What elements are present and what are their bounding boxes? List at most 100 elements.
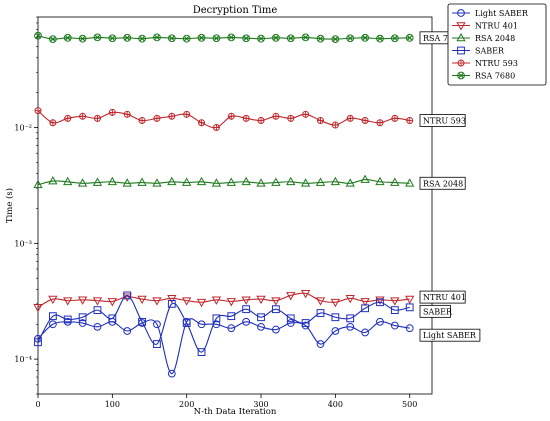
data-point-ntru-593: [257, 116, 265, 124]
annotation-ntru-593: NTRU 593: [419, 114, 466, 127]
data-point-rsa-7680-ring: [271, 33, 280, 42]
data-point-ntru-401: [286, 292, 296, 301]
data-point-light-saber: [286, 319, 295, 327]
series-line-rsa-7680: [37, 35, 410, 40]
data-point-ntru-401: [300, 290, 311, 299]
data-point-rsa-2048: [315, 177, 326, 186]
chart-title: Decryption Time: [193, 5, 278, 16]
data-point-saber: [286, 314, 295, 323]
annotation-box: [419, 176, 466, 190]
data-point-ntru-401: [315, 297, 326, 306]
legend-item-ntru-593: NTRU 593: [452, 59, 518, 68]
data-point-ntru-593: [227, 112, 235, 120]
data-point-ntru-593: [287, 114, 295, 122]
data-point-saber: [197, 348, 206, 357]
data-point-rsa-7680: [376, 34, 384, 43]
data-point-saber: [182, 319, 191, 327]
legend: Light SABER NTRU 401 RSA 2048 SABER NTRU 593…: [447, 3, 547, 86]
data-point-rsa-7680-ring: [301, 33, 310, 42]
data-point-saber: [34, 338, 42, 347]
data-point-ntru-401: [360, 298, 370, 307]
end-annotations: RSA 7680 NTRU 593 RSA 2048 NTRU 401 SABER Lig…: [419, 31, 481, 342]
data-point-ntru-401: [77, 296, 88, 305]
data-point-rsa-7680: [108, 34, 117, 43]
data-point-ntru-593: [331, 121, 339, 129]
data-point-saber: [301, 319, 310, 327]
data-point-saber: [153, 340, 161, 348]
data-point-rsa-7680: [242, 34, 251, 43]
data-point-ntru-593: [64, 114, 72, 122]
data-point-rsa-7680: [138, 34, 146, 43]
legend-marker-ring: [457, 71, 465, 80]
data-point-rsa-7680-b: [94, 34, 101, 41]
data-point-ntru-401: [405, 295, 415, 305]
annotation-label: SABER: [423, 307, 453, 316]
data-point-ntru-401: [92, 297, 103, 306]
data-point-rsa-7680: [405, 33, 414, 42]
annotation-box: [419, 304, 451, 318]
data-point-ntru-401: [345, 295, 355, 304]
annotation-saber: SABER: [419, 304, 453, 318]
data-point-ntru-401: [196, 298, 207, 308]
legend-marker: [457, 9, 465, 17]
data-point-rsa-7680: [361, 33, 369, 42]
data-point-rsa-2048: [152, 178, 162, 187]
data-point-rsa-7680: [286, 34, 295, 43]
data-point-rsa-7680: [301, 33, 310, 42]
data-point-ntru-593: [376, 119, 384, 127]
data-point-saber: [376, 298, 384, 307]
data-point-rsa-2048: [48, 176, 58, 185]
y-tick-label: 10⁻³: [14, 239, 32, 248]
data-point-light-saber: [123, 327, 132, 335]
data-point-rsa-7680-ring: [286, 34, 295, 43]
data-point-ntru-401: [211, 296, 222, 305]
data-point-rsa-7680-ring: [93, 33, 102, 42]
data-point-rsa-2048: [63, 176, 73, 186]
data-point-rsa-7680-ring: [34, 31, 42, 40]
data-point-rsa-2048: [182, 177, 192, 186]
data-point-rsa-7680-b: [154, 34, 160, 41]
data-point-saber: [63, 315, 72, 324]
legend-label: Light SABER: [475, 9, 529, 18]
data-point-light-saber: [316, 340, 325, 348]
data-point-light-saber: [78, 319, 87, 327]
data-point-ntru-401: [241, 296, 251, 305]
data-point-saber: [93, 306, 102, 315]
data-point-rsa-7680: [123, 33, 132, 42]
data-point-ntru-401: [226, 298, 236, 307]
data-point-rsa-7680-ring: [197, 33, 206, 42]
series-line-ntru-401: [37, 292, 410, 308]
legend-label: RSA 2048: [475, 34, 515, 43]
data-point-rsa-7680-b: [302, 34, 309, 41]
data-point-rsa-2048: [375, 176, 385, 186]
data-point-rsa-2048: [211, 178, 222, 187]
data-point-rsa-2048: [167, 176, 177, 186]
data-point-ntru-593: [108, 108, 116, 116]
legend-marker: [456, 22, 466, 31]
data-point-ntru-593: [361, 116, 369, 124]
series-rsa-2048: [33, 174, 415, 189]
data-point-rsa-7680-b: [109, 35, 116, 42]
data-point-rsa-7680-b: [183, 35, 190, 42]
data-point-ntru-401: [63, 297, 73, 306]
data-point-rsa-7680-b: [139, 35, 145, 42]
data-point-rsa-2048: [271, 177, 281, 186]
data-point-ntru-401: [122, 293, 132, 302]
data-point-rsa-7680-b: [243, 35, 249, 42]
data-point-ntru-593: [168, 112, 176, 120]
x-tick-label: 500: [402, 400, 417, 409]
annotation-label: RSA 7680: [423, 34, 463, 43]
data-point-ntru-593: [242, 114, 250, 122]
data-point-ntru-593: [346, 114, 354, 122]
data-point-rsa-7680-b: [273, 35, 279, 41]
data-point-rsa-7680: [48, 35, 57, 43]
data-point-rsa-7680-ring: [123, 33, 132, 42]
legend-item-ntru-401: NTRU 401: [452, 22, 518, 31]
data-point-rsa-2048: [300, 178, 311, 187]
data-point-rsa-7680: [167, 34, 176, 43]
data-point-saber: [405, 303, 414, 312]
data-point-rsa-7680-ring: [227, 33, 236, 42]
annotation-box: [419, 328, 481, 342]
data-point-ntru-401: [152, 297, 162, 306]
data-point-light-saber: [257, 322, 265, 331]
